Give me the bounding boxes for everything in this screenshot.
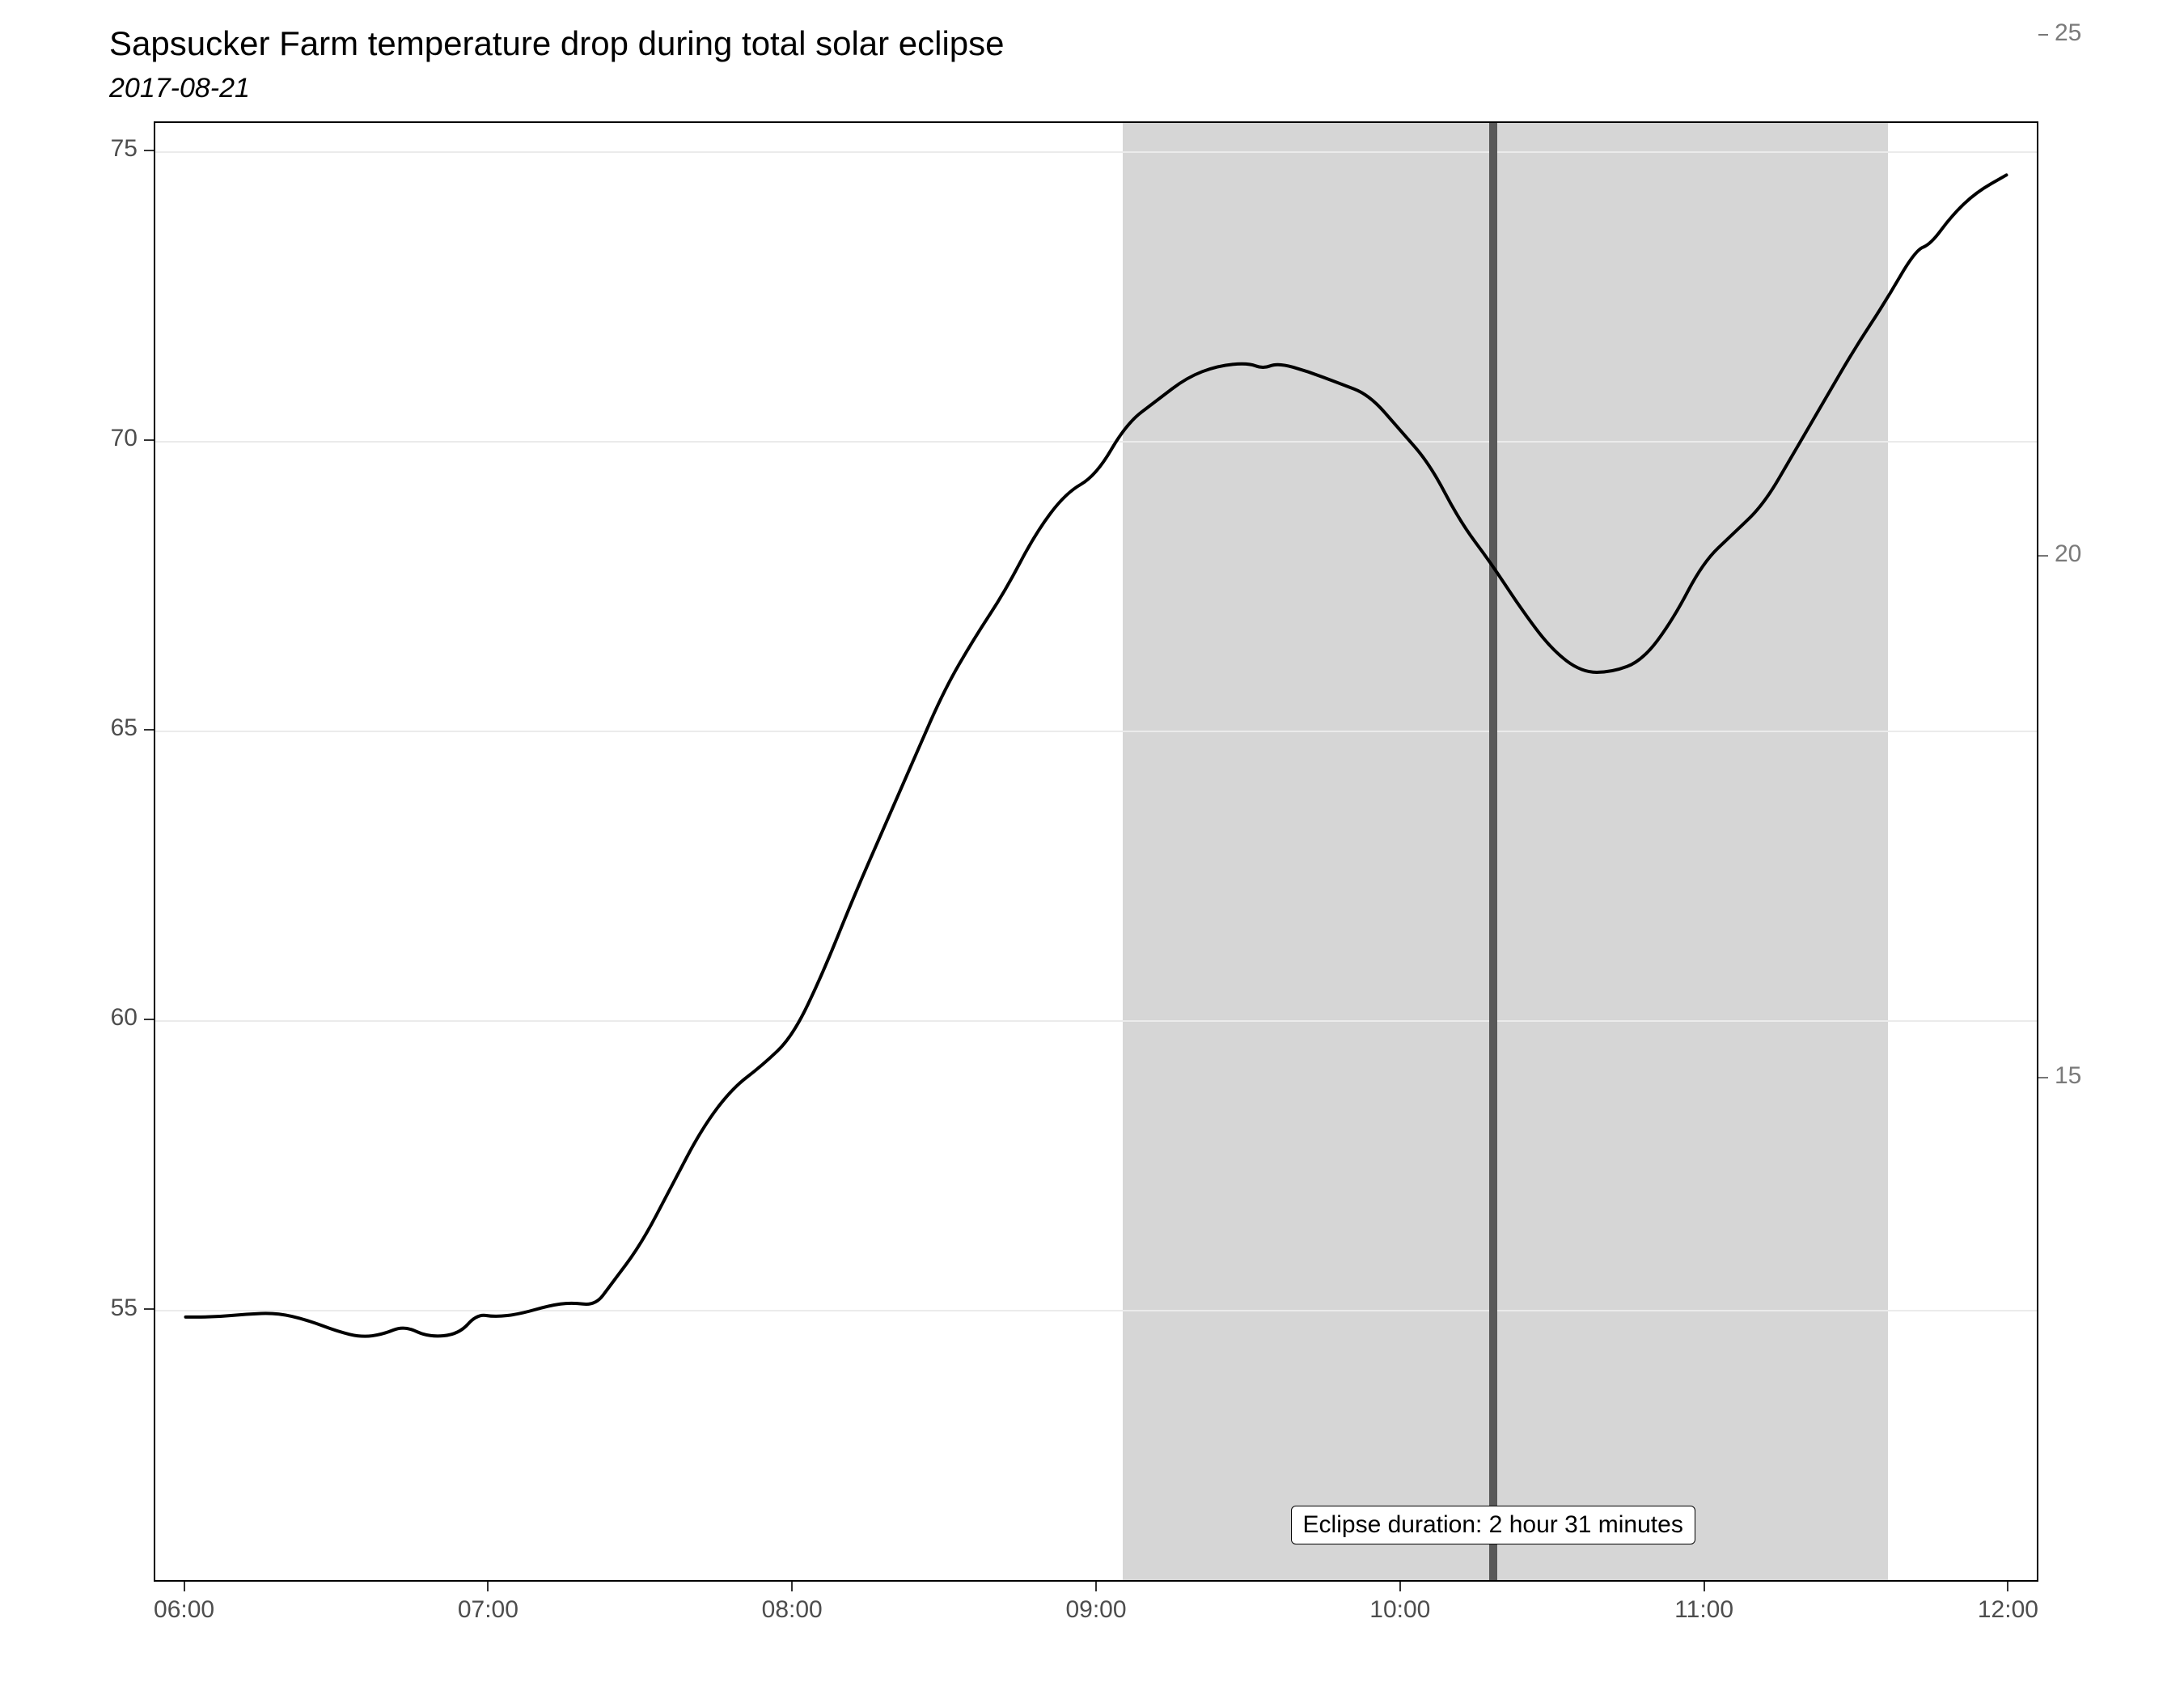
x-tick-label: 11:00: [1674, 1596, 1733, 1624]
y-left-tick-label: 65: [111, 714, 138, 742]
x-tick-mark: [1399, 1582, 1401, 1591]
x-tick-mark: [184, 1582, 185, 1591]
x-tick-label: 06:00: [154, 1596, 214, 1624]
y-right-tick-mark: [2038, 34, 2048, 36]
y-right-tick-label: 15: [2055, 1062, 2081, 1090]
x-tick-mark: [2007, 1582, 2008, 1591]
x-tick-label: 10:00: [1369, 1596, 1430, 1624]
x-tick-mark: [1704, 1582, 1705, 1591]
y-left-tick-mark: [144, 1308, 154, 1310]
x-tick-mark: [1095, 1582, 1097, 1591]
x-tick-label: 07:00: [458, 1596, 518, 1624]
x-tick-label: 08:00: [762, 1596, 823, 1624]
y-right-tick-mark: [2038, 555, 2048, 557]
temperature-line: [155, 123, 2037, 1580]
chart-title: Sapsucker Farm temperature drop during t…: [109, 24, 1005, 63]
y-left-tick-mark: [144, 150, 154, 151]
chart-subtitle: 2017-08-21: [109, 73, 250, 104]
y-right-tick-label: 20: [2055, 540, 2081, 568]
y-left-tick-mark: [144, 729, 154, 731]
x-tick-mark: [487, 1582, 489, 1591]
y-left-tick-label: 55: [111, 1294, 138, 1322]
y-right-tick-mark: [2038, 1077, 2048, 1078]
y-left-tick-mark: [144, 1019, 154, 1020]
y-left-tick-mark: [144, 439, 154, 441]
eclipse-annotation: Eclipse duration: 2 hour 31 minutes: [1291, 1506, 1695, 1544]
x-tick-label: 12:00: [1978, 1596, 2038, 1624]
plot-area: Eclipse duration: 2 hour 31 minutes: [154, 121, 2038, 1582]
y-left-tick-label: 75: [111, 135, 138, 163]
y-left-tick-label: 70: [111, 425, 138, 452]
x-tick-label: 09:00: [1065, 1596, 1126, 1624]
y-right-tick-label: 25: [2055, 19, 2081, 47]
y-left-tick-label: 60: [111, 1004, 138, 1032]
x-tick-mark: [791, 1582, 793, 1591]
